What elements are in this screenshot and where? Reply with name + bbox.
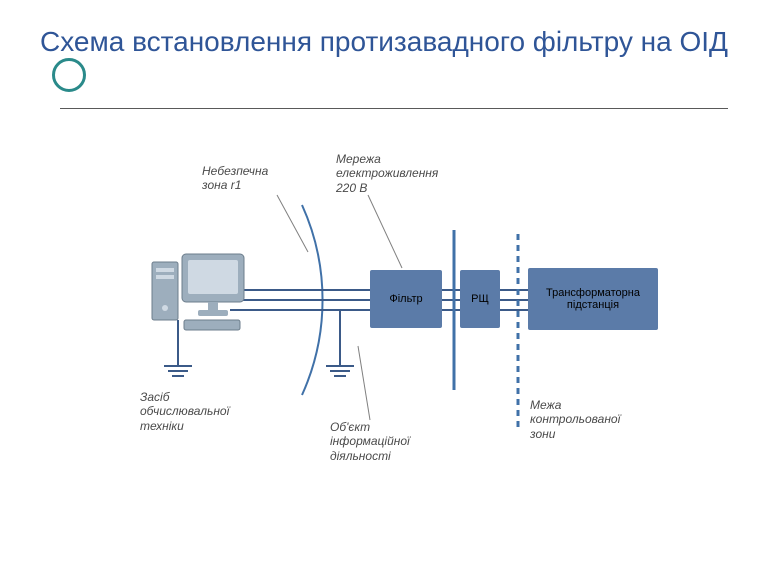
slide: Схема встановлення протизавадного фільтр… [0, 0, 768, 576]
computer-icon [152, 254, 244, 330]
transformer-label: Трансформаторна підстанція [546, 287, 640, 311]
label-object: Об'єкт інформаційної діяльності [330, 420, 410, 463]
rsh-box: РЩ [460, 270, 500, 328]
slide-title: Схема встановлення протизавадного фільтр… [0, 24, 768, 59]
transformer-box: Трансформаторна підстанція [528, 268, 658, 330]
label-computing: Засіб обчислювальної техніки [140, 390, 229, 433]
label-danger-zone: Небезпечна зона r1 [202, 164, 268, 193]
filter-label: Фільтр [389, 293, 422, 305]
label-boundary: Межа контрольованої зони [530, 398, 620, 441]
filter-box: Фільтр [370, 270, 442, 328]
leader-object [358, 346, 370, 420]
title-rule [60, 108, 728, 109]
leader-power [368, 195, 402, 268]
label-power-net: Мережа електроживлення 220 В [336, 152, 438, 195]
leader-danger [277, 195, 308, 252]
diagram: Фільтр РЩ Трансформаторна підстанція Неб… [110, 140, 670, 480]
bullet-decoration [52, 58, 86, 92]
rsh-label: РЩ [471, 293, 489, 305]
